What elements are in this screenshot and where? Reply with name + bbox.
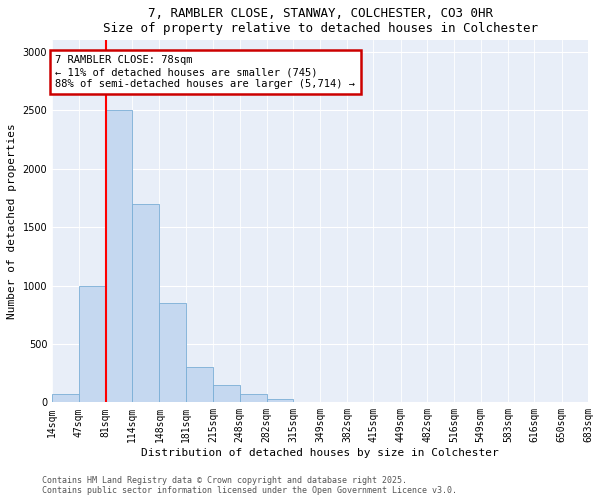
Bar xyxy=(79,286,106,403)
Bar xyxy=(132,204,160,402)
Bar xyxy=(160,303,186,402)
Title: 7, RAMBLER CLOSE, STANWAY, COLCHESTER, CO3 0HR
Size of property relative to deta: 7, RAMBLER CLOSE, STANWAY, COLCHESTER, C… xyxy=(103,7,538,35)
Bar xyxy=(239,394,267,402)
Bar xyxy=(52,394,79,402)
Y-axis label: Number of detached properties: Number of detached properties xyxy=(7,124,17,319)
Text: 7 RAMBLER CLOSE: 78sqm
← 11% of detached houses are smaller (745)
88% of semi-de: 7 RAMBLER CLOSE: 78sqm ← 11% of detached… xyxy=(55,56,355,88)
Bar xyxy=(186,368,213,402)
Text: Contains HM Land Registry data © Crown copyright and database right 2025.
Contai: Contains HM Land Registry data © Crown c… xyxy=(42,476,457,495)
Bar xyxy=(267,399,293,402)
X-axis label: Distribution of detached houses by size in Colchester: Distribution of detached houses by size … xyxy=(141,448,499,458)
Bar xyxy=(106,110,132,403)
Bar xyxy=(213,385,239,402)
